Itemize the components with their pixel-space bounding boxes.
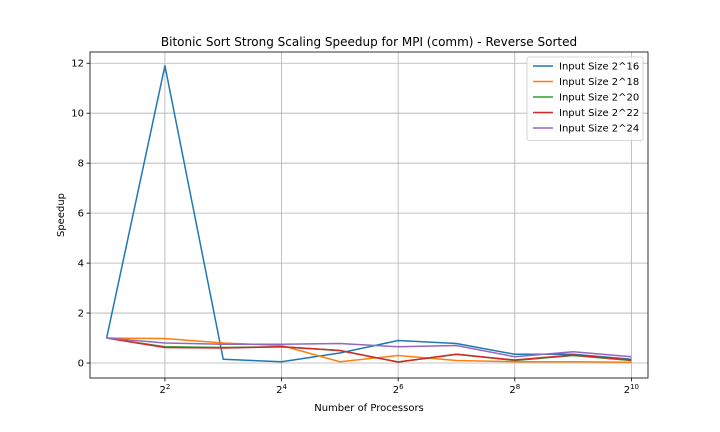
legend-label: Input Size 2^24 (559, 124, 639, 135)
x-tick-label: 28 (509, 383, 520, 396)
y-axis-label: Speedup (56, 193, 67, 237)
series-line-2 (106, 337, 632, 364)
y-tick-label: 12 (71, 59, 84, 70)
chart-title: Bitonic Sort Strong Scaling Speedup for … (161, 35, 577, 49)
legend-box (526, 56, 644, 141)
x-tick-label: 26 (393, 383, 404, 396)
series-line-5 (106, 337, 632, 358)
y-tick-label: 6 (78, 209, 84, 220)
legend-label: Input Size 2^18 (559, 77, 639, 88)
series-lines (105, 64, 632, 364)
series-line-4 (106, 337, 632, 363)
legend-label: Input Size 2^16 (559, 62, 639, 73)
x-tick-label: 22 (160, 383, 171, 396)
legend-label: Input Size 2^22 (559, 108, 639, 119)
y-tick-label: 0 (78, 359, 84, 370)
plot-frame (89, 51, 649, 379)
legend: Input Size 2^16 Input Size 2^18 Input Size… (526, 56, 644, 141)
y-tick-label: 2 (78, 309, 84, 320)
x-tick-label: 24 (276, 383, 287, 396)
x-tick-label: 210 (624, 383, 639, 396)
y-tick-label: 10 (71, 109, 84, 120)
legend-label: Input Size 2^20 (559, 93, 639, 104)
y-tick-label: 8 (78, 159, 84, 170)
y-tick-label: 4 (78, 259, 84, 270)
x-axis-label: Number of Processors (314, 403, 424, 414)
